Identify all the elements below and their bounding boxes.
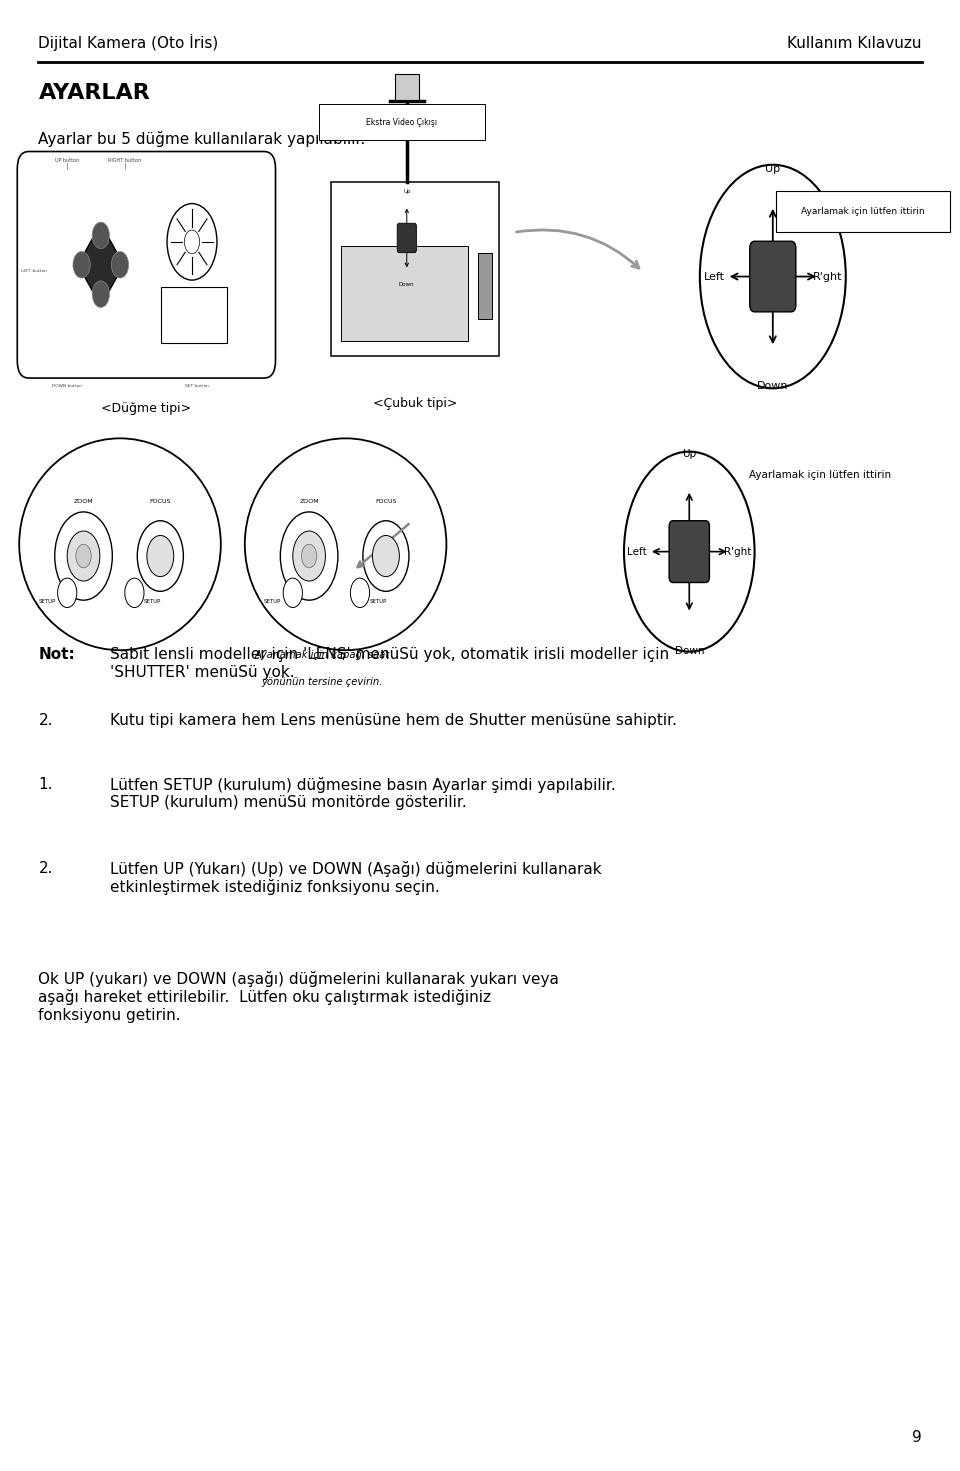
Text: Ayarlamak için kapağı saat: Ayarlamak için kapağı saat [254,650,389,660]
Text: Ok UP (yukarı) ve DOWN (aşağı) düğmelerini kullanarak yukarı veya
aşağı hareket : Ok UP (yukarı) ve DOWN (aşağı) düğmeleri… [38,971,560,1022]
FancyBboxPatch shape [331,182,499,356]
Text: ZOOM: ZOOM [300,499,319,505]
Circle shape [280,512,338,600]
FancyBboxPatch shape [669,521,709,583]
Circle shape [58,578,77,608]
Text: 2.: 2. [38,861,53,875]
Text: SET button: SET button [185,384,208,388]
Text: Up: Up [683,449,696,459]
Text: Sabit lensli modeller için 'LENS' menüSü yok, otomatik irisli modeller için
'SHU: Sabit lensli modeller için 'LENS' menüSü… [110,647,669,680]
Text: Kullanım Kılavuzu: Kullanım Kılavuzu [787,37,922,51]
Circle shape [283,578,302,608]
Text: Down: Down [675,646,704,656]
Circle shape [67,531,100,581]
Circle shape [147,535,174,577]
Circle shape [137,521,183,591]
Circle shape [301,544,317,568]
Text: R'ght: R'ght [724,547,752,556]
Circle shape [125,578,144,608]
Text: 2.: 2. [38,713,53,728]
Circle shape [293,531,325,581]
Text: FOCUS: FOCUS [150,499,171,505]
Ellipse shape [245,438,446,650]
Text: DOWN button: DOWN button [52,384,83,388]
Text: SETUP: SETUP [38,599,56,605]
Text: <Çubuk tipi>: <Çubuk tipi> [373,397,457,410]
Text: SETUP: SETUP [264,599,281,605]
Circle shape [624,452,755,652]
Text: UP button: UP button [55,157,80,163]
FancyBboxPatch shape [341,246,468,341]
Text: Lütfen UP (Yukarı) (Up) ve DOWN (Aşağı) düğmelerini kullanarak
etkinleştirmek is: Lütfen UP (Yukarı) (Up) ve DOWN (Aşağı) … [110,861,602,896]
Text: <Düğme tipi>: <Düğme tipi> [102,402,191,415]
Text: 1.: 1. [38,777,53,791]
Text: Ayarlamak için lütfen ittirin: Ayarlamak için lütfen ittirin [749,471,891,480]
Text: Ayarlar bu 5 düğme kullanılarak yapılabilir.: Ayarlar bu 5 düğme kullanılarak yapılabi… [38,131,366,147]
Text: FOCUS: FOCUS [375,499,396,505]
FancyBboxPatch shape [161,287,227,343]
Text: Dijital Kamera (Oto İris): Dijital Kamera (Oto İris) [38,34,219,51]
Text: Lütfen SETUP (kurulum) düğmesine basın Ayarlar şimdi yapılabilir.
SETUP (kurulum: Lütfen SETUP (kurulum) düğmesine basın A… [110,777,616,811]
Circle shape [92,281,109,307]
Circle shape [76,544,91,568]
Polygon shape [78,224,124,306]
FancyBboxPatch shape [478,253,492,319]
Text: SETUP: SETUP [144,599,161,605]
Circle shape [92,222,109,249]
Text: ZOOM: ZOOM [74,499,93,505]
Text: Up: Up [403,188,411,194]
Text: Down: Down [757,381,788,391]
FancyBboxPatch shape [397,224,417,253]
Circle shape [167,203,217,279]
Circle shape [372,535,399,577]
Text: Down: Down [399,282,415,287]
Circle shape [111,252,129,278]
Circle shape [184,229,200,253]
Text: Kutu tipi kamera hem Lens menüsüne hem de Shutter menüsüne sahiptir.: Kutu tipi kamera hem Lens menüsüne hem d… [110,713,678,728]
FancyBboxPatch shape [320,104,485,140]
Circle shape [363,521,409,591]
FancyBboxPatch shape [396,74,419,100]
Circle shape [55,512,112,600]
Text: Left: Left [704,272,725,281]
Circle shape [700,165,846,388]
FancyBboxPatch shape [776,191,950,232]
Circle shape [73,252,90,278]
Text: Not:: Not: [38,647,75,662]
Text: RIGHT button: RIGHT button [108,157,141,163]
Circle shape [350,578,370,608]
Text: Ekstra Video Çıkışı: Ekstra Video Çıkışı [367,118,438,127]
Text: AYARLAR: AYARLAR [38,82,150,103]
FancyBboxPatch shape [17,152,276,378]
Ellipse shape [19,438,221,650]
Text: 9: 9 [912,1430,922,1445]
Text: R'ght: R'ght [812,272,842,281]
Text: SETUP: SETUP [370,599,387,605]
Text: Left: Left [627,547,647,556]
Text: Ayarlamak için lütfen ittirin: Ayarlamak için lütfen ittirin [802,207,924,216]
Text: Up: Up [765,163,780,174]
FancyBboxPatch shape [750,241,796,312]
Text: LEFT button: LEFT button [21,269,47,274]
Text: yönünün tersine çevirin.: yönünün tersine çevirin. [261,677,382,687]
